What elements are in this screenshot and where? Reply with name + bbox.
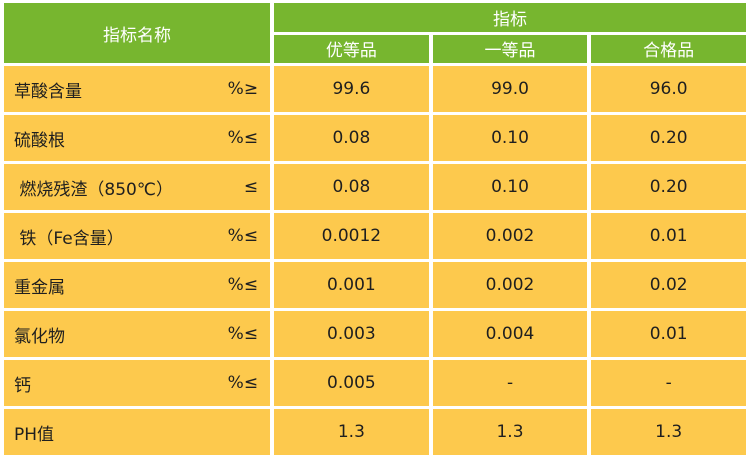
table-row: 草酸含量 %≥ 99.6 99.0 96.0 [4,66,746,112]
item-unit: %≥ [227,79,259,99]
item-cell: 重金属 %≤ [4,262,271,308]
table-row: 重金属 %≤ 0.001 0.002 0.02 [4,262,746,308]
value-cell: 0.10 [432,164,588,210]
item-name: PH值 [14,424,55,445]
item-unit: %≤ [227,373,259,393]
grade-header-first: 一等品 [432,34,588,63]
name-column-header: 指标名称 [4,3,271,63]
table-row: 硫酸根 %≤ 0.08 0.10 0.20 [4,115,746,161]
value-cell: 0.0012 [274,213,429,259]
value-cell: 0.002 [432,262,588,308]
indicator-group-header: 指标 [274,3,746,32]
value-cell: 99.0 [432,66,588,112]
item-unit: ≤ [243,177,259,197]
grade-header-premium: 优等品 [274,34,429,63]
table-row: 燃烧残渣（850℃） ≤ 0.08 0.10 0.20 [4,164,746,210]
table-row: 氯化物 %≤ 0.003 0.004 0.01 [4,311,746,357]
value-cell: 0.08 [274,115,429,161]
value-cell: 0.004 [432,311,588,357]
value-cell: 0.005 [274,360,429,406]
value-cell: 99.6 [274,66,429,112]
item-unit: %≤ [227,324,259,344]
item-cell: 硫酸根 %≤ [4,115,271,161]
value-cell: 0.10 [432,115,588,161]
grade-header-qualified: 合格品 [591,34,746,63]
value-cell: 0.20 [591,164,746,210]
item-cell: 铁（Fe含量） %≤ [4,213,271,259]
item-cell: 燃烧残渣（850℃） ≤ [4,164,271,210]
value-cell: 96.0 [591,66,746,112]
value-cell: 1.3 [432,409,588,455]
item-name: 草酸含量 [14,81,82,102]
item-cell: 钙 %≤ [4,360,271,406]
value-cell: 0.002 [432,213,588,259]
item-name: 硫酸根 [14,130,65,151]
item-cell: 氯化物 %≤ [4,311,271,357]
item-unit: %≤ [227,275,259,295]
item-name: 燃烧残渣（850℃） [14,179,173,200]
value-cell: - [432,360,588,406]
table-row: PH值 1.3 1.3 1.3 [4,409,746,455]
item-unit: %≤ [227,128,259,148]
item-name: 重金属 [14,277,65,298]
item-cell: 草酸含量 %≥ [4,66,271,112]
value-cell: 0.08 [274,164,429,210]
value-cell: - [591,360,746,406]
value-cell: 0.003 [274,311,429,357]
item-name: 钙 [14,375,31,396]
header-row-2: 优等品 一等品 合格品 [4,34,746,63]
item-unit: %≤ [227,226,259,246]
item-cell: PH值 [4,409,271,455]
table-row: 钙 %≤ 0.005 - - [4,360,746,406]
value-cell: 0.02 [591,262,746,308]
item-name: 氯化物 [14,326,65,347]
header-row-1: 指标名称 指标 [4,3,746,63]
item-name: 铁（Fe含量） [14,228,124,249]
table-row: 铁（Fe含量） %≤ 0.0012 0.002 0.01 [4,213,746,259]
value-cell: 1.3 [591,409,746,455]
value-cell: 1.3 [274,409,429,455]
value-cell: 0.001 [274,262,429,308]
value-cell: 0.01 [591,311,746,357]
value-cell: 0.20 [591,115,746,161]
value-cell: 0.01 [591,213,746,259]
